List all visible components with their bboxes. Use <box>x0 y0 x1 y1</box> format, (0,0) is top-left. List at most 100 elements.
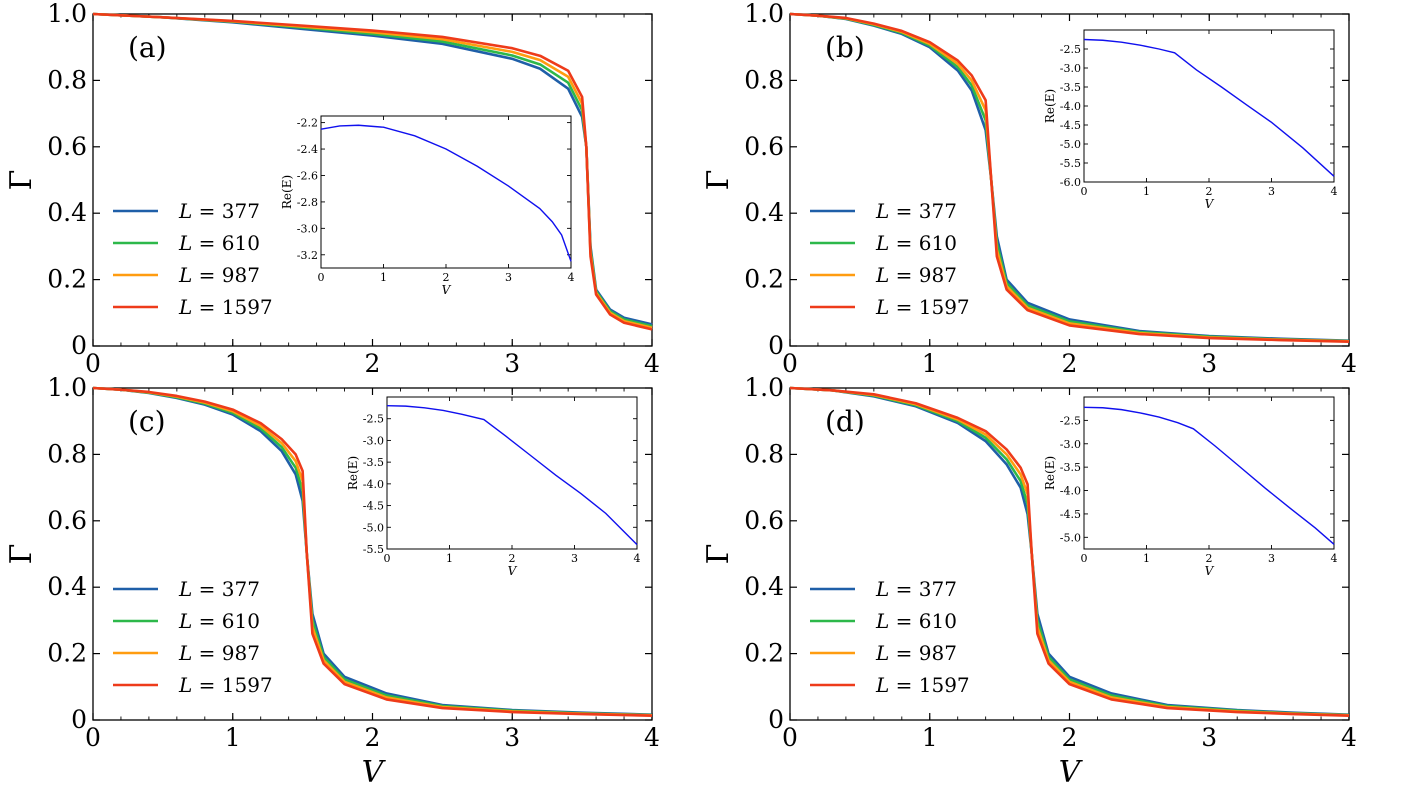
inset-series-line <box>386 404 638 546</box>
series-line-L1597 <box>92 12 653 331</box>
y-tick-label: 0 <box>71 705 87 734</box>
inset-y-tick-label: -3.5 <box>363 456 384 469</box>
legend-label-value: = 987 <box>192 641 260 665</box>
legend-label: L = 610 <box>178 231 260 255</box>
inset-y-axis-label: Re(E) <box>346 456 360 490</box>
x-tick-label: 2 <box>365 349 381 378</box>
legend-label: L = 1597 <box>178 295 273 319</box>
y-tick-label: 0.4 <box>744 198 784 227</box>
inset-x-axis-label: V <box>508 564 518 578</box>
inset-y-tick-label: -4.0 <box>363 478 384 491</box>
y-tick-label: 0.6 <box>744 506 784 535</box>
x-tick-label: 4 <box>1341 349 1357 378</box>
inset-y-axis-label: Re(E) <box>1043 456 1057 490</box>
x-tick-label: 3 <box>504 723 520 752</box>
inset-x-tick-label: 4 <box>634 552 641 565</box>
inset-panel: -2.2 -2.4 -2.6 -2.8 -3.0 -3.20 1 2 3 4 V Re(E) <box>280 115 575 297</box>
panel-label: (d) <box>825 405 865 438</box>
inset-y-tick-label: -6.0 <box>1060 176 1081 189</box>
legend-label-var: L <box>875 609 889 633</box>
y-tick-label: 0.8 <box>47 439 87 468</box>
inset-y-tick-label: -2.5 <box>363 413 384 426</box>
series-line-L1597 <box>92 386 653 717</box>
x-tick-label: 3 <box>1201 723 1217 752</box>
inset-y-tick-label: -3.5 <box>1060 461 1081 474</box>
inset-series-line <box>1083 38 1335 177</box>
legend-label-value: = 610 <box>889 609 957 633</box>
inset-x-axis-label: V <box>1205 197 1215 211</box>
y-tick-label: 1.0 <box>744 373 784 402</box>
legend-label: L = 610 <box>875 231 957 255</box>
y-tick-label: 0.6 <box>744 132 784 161</box>
legend-label-value: = 610 <box>192 609 260 633</box>
legend-label-value: = 377 <box>889 199 957 223</box>
legend-label: L = 610 <box>178 609 260 633</box>
inset-y-tick-label: -4.5 <box>1060 119 1081 132</box>
inset-y-tick-label: -4.5 <box>363 500 384 513</box>
x-tick-label: 1 <box>922 349 938 378</box>
y-axis-label: Γ <box>701 170 736 191</box>
y-tick-label: 0.8 <box>744 439 784 468</box>
legend-label-var: L <box>178 609 192 633</box>
x-tick-label: 4 <box>1341 723 1357 752</box>
inset-y-tick-label: -3.0 <box>1060 62 1081 75</box>
x-tick-label: 1 <box>922 723 938 752</box>
inset-x-tick-label: 2 <box>1206 185 1213 198</box>
x-tick-label: 1 <box>225 349 241 378</box>
y-tick-label: 0 <box>768 331 784 360</box>
inset-frame <box>1083 29 1335 183</box>
legend-label-var: L <box>178 199 192 223</box>
legend-label: L = 377 <box>875 577 957 601</box>
inset-x-tick-label: 4 <box>1331 552 1338 565</box>
legend-label: L = 610 <box>875 609 957 633</box>
x-tick-label: 4 <box>644 723 660 752</box>
y-axis-label: Γ <box>4 170 39 191</box>
y-axis-label: Γ <box>701 544 736 565</box>
legend-label-value: = 610 <box>192 231 260 255</box>
legend-label-value: = 987 <box>192 263 260 287</box>
series-line-L1597 <box>789 386 1350 717</box>
inset-x-axis-label: V <box>1205 564 1215 578</box>
legend-label: L = 1597 <box>875 295 970 319</box>
inset-x-tick-label: 0 <box>1081 552 1088 565</box>
legend-label-value: = 1597 <box>192 295 272 319</box>
inset-y-tick-label: -2.2 <box>297 117 318 130</box>
x-axis-label: V <box>1059 755 1084 790</box>
inset-y-tick-label: -4.0 <box>1060 100 1081 113</box>
inset-frame <box>1083 396 1335 550</box>
inset-y-tick-label: -5.0 <box>1060 138 1081 151</box>
inset-x-tick-label: 1 <box>380 271 387 284</box>
legend-label-var: L <box>875 577 889 601</box>
y-axis-label: Γ <box>4 544 39 565</box>
legend-label-value: = 987 <box>889 641 957 665</box>
y-tick-label: 0.4 <box>47 198 87 227</box>
inset-x-tick-label: 0 <box>318 271 325 284</box>
panel-label: (b) <box>825 31 865 64</box>
legend-label-value: = 377 <box>889 577 957 601</box>
x-tick-label: 0 <box>85 349 101 378</box>
inset-x-tick-label: 4 <box>568 271 575 284</box>
inset-x-tick-label: 3 <box>571 552 578 565</box>
inset-x-tick-label: 2 <box>443 271 450 284</box>
x-tick-label: 2 <box>1062 723 1078 752</box>
inset-y-tick-label: -2.8 <box>297 196 318 209</box>
inset-y-tick-label: -3.0 <box>297 222 318 235</box>
legend-label: L = 987 <box>875 641 957 665</box>
inset-y-tick-label: -2.5 <box>1060 414 1081 427</box>
inset-panel: -2.5 -3.0 -3.5 -4.0 -4.5 -5.0 -5.5 -6.00 1 2 3 4 V Re… <box>1043 29 1338 211</box>
x-tick-label: 3 <box>1201 349 1217 378</box>
legend-label-var: L <box>875 231 889 255</box>
inset-y-tick-label: -3.2 <box>297 249 318 262</box>
legend-label-var: L <box>875 263 889 287</box>
legend-label-value: = 1597 <box>192 673 272 697</box>
inset-y-tick-label: -4.5 <box>1060 508 1081 521</box>
legend-label-var: L <box>178 231 192 255</box>
y-tick-label: 1.0 <box>744 0 784 28</box>
panel-label: (c) <box>128 405 166 438</box>
inset-y-axis-label: Re(E) <box>280 175 294 209</box>
inset-x-tick-label: 3 <box>1268 185 1275 198</box>
x-tick-label: 0 <box>85 723 101 752</box>
